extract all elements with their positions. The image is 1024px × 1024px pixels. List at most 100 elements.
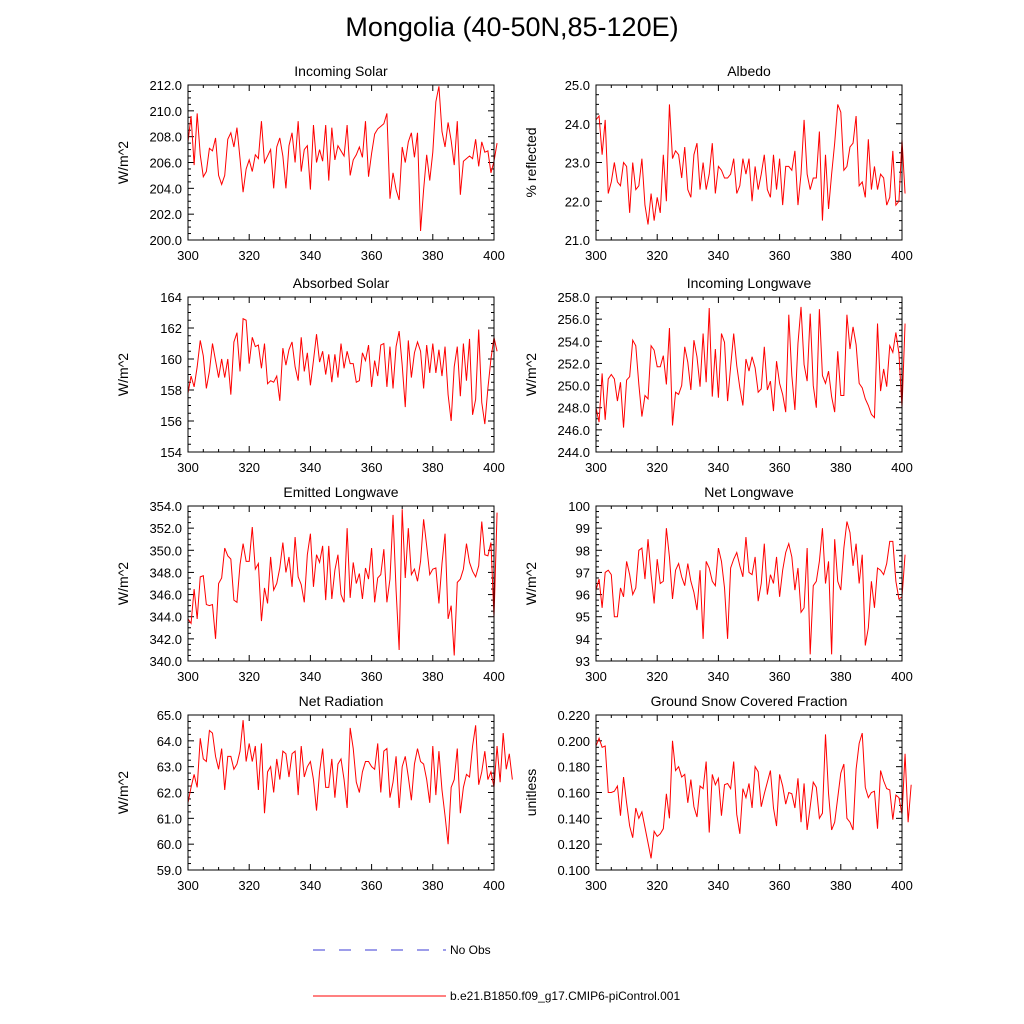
chart-net-radiation-title: Net Radiation bbox=[299, 693, 384, 709]
chart-absorbed-solar-ytick-label: 162 bbox=[160, 321, 182, 336]
chart-absorbed-solar-xtick-label: 360 bbox=[361, 460, 383, 475]
chart-incoming-solar-frame bbox=[187, 84, 495, 241]
chart-net-longwave-xtick-label: 300 bbox=[585, 669, 607, 684]
chart-incoming-longwave-ytick-label: 258.0 bbox=[557, 290, 590, 305]
chart-incoming-solar-xtick-label: 380 bbox=[422, 248, 444, 263]
chart-emitted-longwave: Emitted Longwave W/m^2 300 320 340 360 380 400 3… bbox=[115, 484, 505, 684]
chart-incoming-solar-ytick-label: 206.0 bbox=[149, 156, 182, 171]
chart-net-longwave-ytick-label: 95 bbox=[576, 610, 590, 625]
chart-net-longwave-title: Net Longwave bbox=[704, 484, 794, 500]
chart-albedo-series-line bbox=[595, 104, 906, 225]
chart-emitted-longwave-xtick-label: 340 bbox=[300, 669, 322, 684]
chart-incoming-solar-xtick-label: 340 bbox=[300, 248, 322, 263]
legend-obs-label: No Obs bbox=[450, 943, 491, 957]
chart-emitted-longwave-xtick-label: 300 bbox=[177, 669, 199, 684]
chart-absorbed-solar: Absorbed Solar W/m^2 300 320 340 360 380 400 154… bbox=[115, 275, 505, 475]
chart-albedo-ytick-label: 21.0 bbox=[565, 233, 590, 248]
chart-emitted-longwave-series-line bbox=[187, 509, 498, 656]
chart-net-longwave-ytick-label: 96 bbox=[576, 588, 590, 603]
chart-net-longwave-ytick-label: 98 bbox=[576, 543, 590, 558]
chart-ground-snow-covered-fraction: Ground Snow Covered Fraction unitless 300 3… bbox=[523, 693, 913, 893]
chart-net-radiation-ytick-label: 59.0 bbox=[157, 863, 182, 878]
chart-incoming-longwave-ytick-label: 256.0 bbox=[557, 312, 590, 327]
chart-emitted-longwave-ytick-label: 340.0 bbox=[149, 654, 182, 669]
chart-incoming-solar-ytick-label: 210.0 bbox=[149, 104, 182, 119]
chart-ground-snow-covered-fraction-xtick-label: 320 bbox=[646, 878, 668, 893]
chart-ground-snow-covered-fraction-title: Ground Snow Covered Fraction bbox=[651, 693, 848, 709]
chart-emitted-longwave-xtick-label: 380 bbox=[422, 669, 444, 684]
chart-net-radiation-xtick-label: 340 bbox=[300, 878, 322, 893]
chart-emitted-longwave-frame bbox=[187, 505, 495, 662]
chart-absorbed-solar-xtick-label: 320 bbox=[238, 460, 260, 475]
chart-emitted-longwave-ytick-label: 354.0 bbox=[149, 499, 182, 514]
chart-emitted-longwave-ytick-label: 346.0 bbox=[149, 588, 182, 603]
chart-ground-snow-covered-fraction-ytick-label: 0.160 bbox=[557, 786, 590, 801]
chart-ground-snow-covered-fraction-ylabel: unitless bbox=[523, 769, 539, 816]
chart-net-radiation-xtick-label: 300 bbox=[177, 878, 199, 893]
chart-ground-snow-covered-fraction-ytick-label: 0.140 bbox=[557, 811, 590, 826]
chart-emitted-longwave-ytick-label: 352.0 bbox=[149, 521, 182, 536]
chart-incoming-longwave-ytick-label: 252.0 bbox=[557, 356, 590, 371]
chart-net-longwave-xtick-label: 340 bbox=[708, 669, 730, 684]
chart-incoming-solar-ytick-label: 200.0 bbox=[149, 233, 182, 248]
chart-net-longwave-frame bbox=[595, 505, 903, 662]
chart-ground-snow-covered-fraction-ytick-label: 0.200 bbox=[557, 734, 590, 749]
legend-model-label: b.e21.B1850.f09_g17.CMIP6-piControl.001 bbox=[450, 989, 680, 1003]
chart-emitted-longwave-ytick-label: 350.0 bbox=[149, 543, 182, 558]
chart-emitted-longwave-xtick-label: 400 bbox=[483, 669, 505, 684]
chart-emitted-longwave-xtick-label: 320 bbox=[238, 669, 260, 684]
chart-net-radiation-xtick-label: 400 bbox=[483, 878, 505, 893]
chart-albedo-xtick-label: 320 bbox=[646, 248, 668, 263]
chart-net-radiation-xtick-label: 320 bbox=[238, 878, 260, 893]
chart-emitted-longwave-title: Emitted Longwave bbox=[283, 484, 398, 500]
chart-absorbed-solar-series-line bbox=[187, 317, 498, 425]
chart-albedo-xtick-label: 360 bbox=[769, 248, 791, 263]
chart-ground-snow-covered-fraction-xtick-label: 340 bbox=[708, 878, 730, 893]
chart-incoming-longwave-xtick-label: 400 bbox=[891, 460, 913, 475]
chart-ground-snow-covered-fraction-xtick-label: 360 bbox=[769, 878, 791, 893]
chart-incoming-longwave-series-line bbox=[595, 306, 906, 428]
chart-ground-snow-covered-fraction-ytick-label: 0.120 bbox=[557, 837, 590, 852]
chart-net-radiation-ytick-label: 65.0 bbox=[157, 708, 182, 723]
chart-absorbed-solar-frame bbox=[187, 296, 495, 453]
chart-net-radiation-ytick-label: 61.0 bbox=[157, 811, 182, 826]
chart-absorbed-solar-xtick-label: 380 bbox=[422, 460, 444, 475]
chart-absorbed-solar-title: Absorbed Solar bbox=[293, 275, 390, 291]
chart-net-longwave-xtick-label: 400 bbox=[891, 669, 913, 684]
chart-net-longwave-ytick-label: 100 bbox=[568, 499, 590, 514]
chart-incoming-longwave-ytick-label: 246.0 bbox=[557, 423, 590, 438]
chart-net-radiation: Net Radiation W/m^2 300 320 340 360 380 400 59.0… bbox=[115, 693, 513, 893]
chart-albedo-ytick-label: 24.0 bbox=[565, 117, 590, 132]
chart-absorbed-solar-ytick-label: 154 bbox=[160, 445, 182, 460]
chart-net-longwave-ytick-label: 94 bbox=[576, 632, 590, 647]
chart-net-radiation-ytick-label: 63.0 bbox=[157, 760, 182, 775]
chart-net-longwave-xtick-label: 320 bbox=[646, 669, 668, 684]
chart-emitted-longwave-ylabel: W/m^2 bbox=[115, 562, 131, 605]
chart-incoming-longwave-title: Incoming Longwave bbox=[687, 275, 812, 291]
chart-incoming-solar-xtick-label: 320 bbox=[238, 248, 260, 263]
chart-net-longwave-ytick-label: 97 bbox=[576, 565, 590, 580]
chart-net-longwave-ylabel: W/m^2 bbox=[523, 562, 539, 605]
chart-emitted-longwave-ytick-label: 344.0 bbox=[149, 610, 182, 625]
chart-emitted-longwave-xtick-label: 360 bbox=[361, 669, 383, 684]
chart-albedo-xtick-label: 400 bbox=[891, 248, 913, 263]
chart-incoming-longwave-xtick-label: 360 bbox=[769, 460, 791, 475]
chart-incoming-longwave: Incoming Longwave W/m^2 300 320 340 360 380 400… bbox=[523, 275, 913, 475]
chart-net-longwave: Net Longwave W/m^2 300 320 340 360 380 400 93 94 9… bbox=[523, 484, 913, 684]
chart-incoming-solar-ytick-label: 208.0 bbox=[149, 130, 182, 145]
chart-absorbed-solar-ytick-label: 158 bbox=[160, 383, 182, 398]
chart-absorbed-solar-ylabel: W/m^2 bbox=[115, 353, 131, 396]
chart-albedo-xtick-label: 380 bbox=[830, 248, 852, 263]
chart-incoming-longwave-xtick-label: 340 bbox=[708, 460, 730, 475]
chart-ground-snow-covered-fraction-xtick-label: 380 bbox=[830, 878, 852, 893]
chart-albedo: Albedo % reflected 300 320 340 360 380 400 21.0 2… bbox=[523, 63, 913, 263]
chart-net-longwave-ytick-label: 93 bbox=[576, 654, 590, 669]
chart-albedo-title: Albedo bbox=[727, 63, 771, 79]
chart-incoming-solar-title: Incoming Solar bbox=[294, 63, 388, 79]
chart-absorbed-solar-ytick-label: 160 bbox=[160, 352, 182, 367]
chart-ground-snow-covered-fraction-ytick-label: 0.180 bbox=[557, 760, 590, 775]
chart-incoming-longwave-xtick-label: 320 bbox=[646, 460, 668, 475]
